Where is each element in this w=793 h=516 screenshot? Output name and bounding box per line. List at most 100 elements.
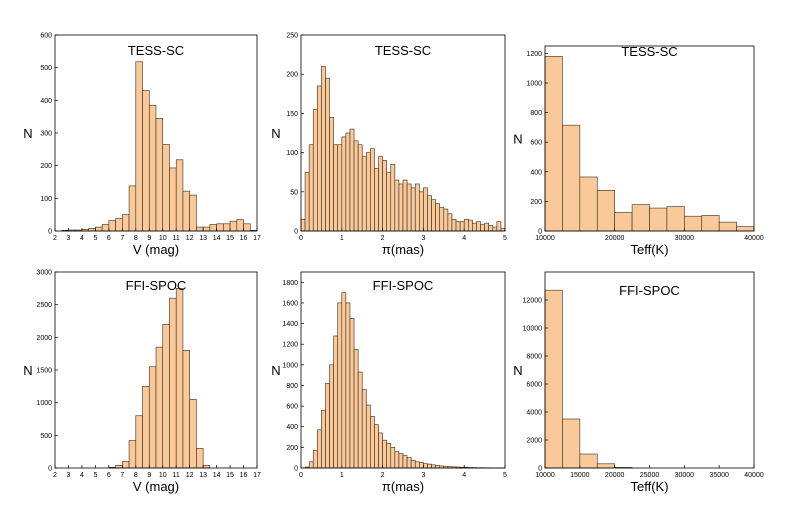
x-tick-label: 35000 — [709, 472, 729, 479]
histogram-bar — [333, 335, 339, 469]
histogram-bar — [480, 224, 485, 232]
x-tick-label: 5 — [503, 472, 507, 479]
histogram-bar — [209, 224, 217, 232]
y-tick-label: 200 — [286, 445, 298, 452]
y-tick-label: 2000 — [526, 438, 542, 445]
y-tick-label: 0 — [48, 466, 52, 473]
histogram-bar — [684, 215, 703, 232]
histogram-bar — [378, 432, 383, 469]
x-tick-label: 40000 — [744, 472, 764, 479]
y-tick-label: 600 — [286, 404, 298, 411]
histogram-bar — [406, 457, 412, 469]
histogram-bar — [435, 203, 441, 232]
histogram-bar — [365, 404, 371, 469]
histogram-bar — [361, 389, 367, 469]
y-tick-label: 2500 — [36, 302, 52, 309]
histogram-bar — [337, 144, 343, 232]
histogram-bar — [223, 223, 231, 232]
histogram-bar — [175, 159, 184, 232]
histogram-bar — [386, 171, 392, 232]
y-tick-label: 1200 — [526, 51, 542, 58]
x-axis-label: Teff(K) — [630, 242, 668, 257]
histogram-bar — [101, 224, 110, 232]
x-tick-label: 8 — [134, 472, 138, 479]
y-tick-label: 0 — [538, 466, 542, 473]
x-tick-label: 10000 — [535, 235, 555, 242]
histogram-panel-1: 2 3 4 5 6 7 8 9 10 11 12 13 14 15 16 17 0 100 200 300 400 500… — [23, 33, 261, 258]
histogram-bar — [128, 185, 137, 232]
histogram-bar — [562, 418, 581, 469]
y-tick-label: 1400 — [282, 321, 298, 328]
y-axis-label: N — [513, 132, 522, 147]
histogram-bar — [544, 56, 563, 232]
histogram-bar — [148, 366, 157, 469]
x-tick-label: 8 — [134, 235, 138, 242]
x-tick-label: 4 — [80, 472, 84, 479]
histogram-bar — [649, 207, 668, 232]
histogram-bar — [312, 450, 318, 469]
histogram-bar — [423, 463, 428, 469]
histogram-bar — [142, 90, 150, 232]
histogram-bar — [162, 323, 170, 469]
y-tick-label: 400 — [286, 424, 298, 431]
histogram-bar — [455, 221, 461, 232]
histogram-bar — [596, 190, 615, 232]
x-tick-label: 13 — [199, 235, 207, 242]
x-tick-label: 2 — [381, 235, 385, 242]
histogram-bar — [189, 194, 197, 232]
y-tick-label: 150 — [286, 111, 298, 118]
histogram-bar — [463, 218, 469, 232]
x-tick-label: 4 — [80, 235, 84, 242]
histogram-bar — [345, 302, 351, 469]
histogram-bar — [169, 297, 177, 469]
x-tick-label: 10 — [159, 235, 167, 242]
histogram-bar — [317, 85, 322, 232]
x-tick-label: 3 — [421, 472, 425, 479]
histogram-bar — [447, 213, 453, 232]
histogram-bar — [390, 447, 396, 469]
y-tick-label: 200 — [286, 72, 298, 79]
histogram-bar — [353, 349, 359, 469]
plot-frame — [544, 45, 755, 232]
histogram-bar — [718, 221, 737, 232]
histogram-bar — [135, 61, 143, 232]
histogram-panel-4: 2 3 4 5 6 7 8 9 10 11 12 13 14 15 16 17 0 500 1000 1500 2000… — [23, 270, 261, 495]
histogram-bar — [492, 226, 498, 232]
x-tick-label: 14 — [213, 472, 221, 479]
histogram-bar — [308, 144, 314, 232]
histogram-bar — [484, 222, 489, 232]
x-tick-label: 12 — [186, 472, 194, 479]
histogram-bar — [374, 167, 379, 232]
x-tick-label: 15000 — [570, 472, 590, 479]
y-tick-label: 3000 — [36, 270, 52, 277]
x-tick-label: 1 — [340, 472, 344, 479]
y-tick-label: 0 — [294, 466, 298, 473]
x-tick-label: 7 — [120, 472, 124, 479]
y-tick-label: 1800 — [282, 280, 298, 287]
histogram-bar — [414, 461, 420, 469]
histogram-bar — [236, 219, 244, 232]
panel-title: TESS-SC — [128, 43, 184, 58]
histogram-bar — [308, 461, 314, 469]
y-axis-label: N — [23, 126, 32, 141]
x-tick-label: 0 — [299, 472, 303, 479]
histogram-bar — [349, 318, 355, 469]
histogram-bar — [361, 156, 367, 232]
x-tick-label: 4 — [462, 235, 466, 242]
panel-title: TESS-SC — [375, 43, 431, 58]
histogram-bar — [341, 136, 347, 232]
histogram-panel-6: 10000 15000 20000 25000 30000 35000 40000 0 2000… — [513, 271, 764, 494]
x-axis-label: π(mas) — [382, 242, 424, 257]
histogram-bar — [329, 117, 334, 232]
histogram-bar — [406, 183, 412, 232]
histogram-bar — [419, 462, 424, 469]
histogram-bar — [394, 451, 400, 469]
histogram-bar — [382, 160, 387, 232]
x-tick-label: 11 — [173, 472, 180, 479]
x-tick-label: 13 — [199, 472, 207, 479]
x-tick-label: 5 — [93, 235, 97, 242]
histogram-panel-3: 10000 20000 30000 40000 0 200 400 600 800 1000 120… — [513, 44, 764, 257]
histogram-bar — [317, 429, 322, 469]
histogram-bar — [467, 219, 473, 232]
